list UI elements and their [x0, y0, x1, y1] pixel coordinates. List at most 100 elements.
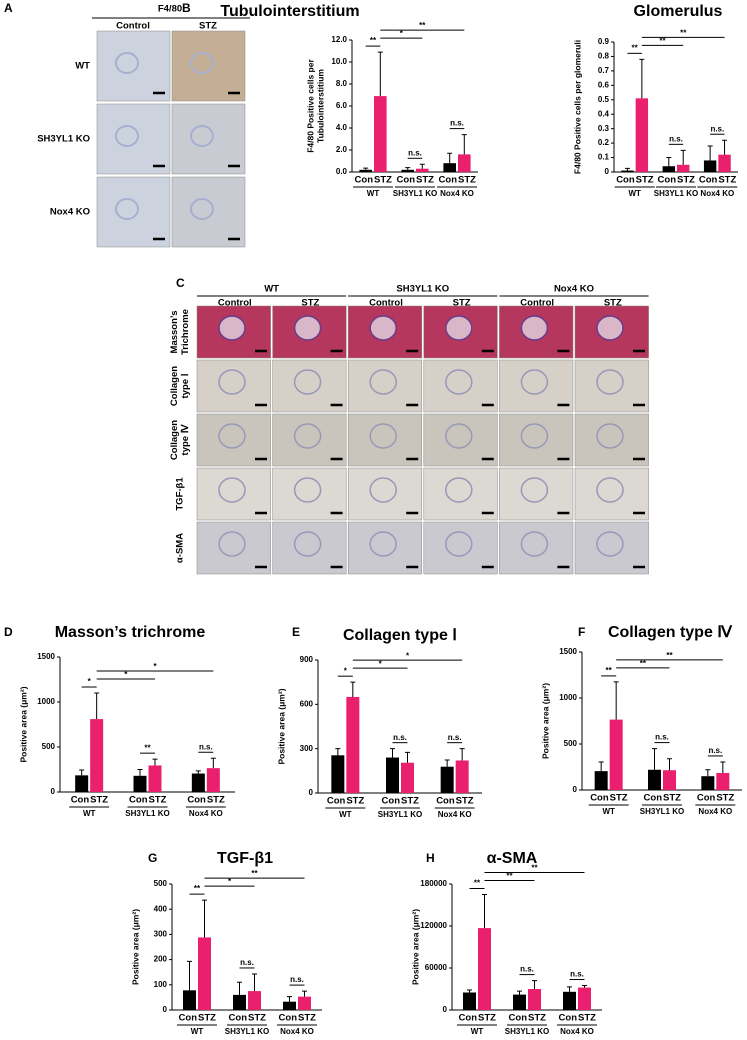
glomerulus: [369, 315, 397, 341]
glomerulus: [218, 531, 246, 557]
micrograph: [423, 359, 498, 413]
y-tick-label: 500: [564, 739, 578, 748]
y-tick-label: 300: [154, 930, 168, 939]
y-tick-label: 1500: [37, 652, 55, 661]
row-label: α-SMA: [175, 533, 186, 563]
bar: [635, 98, 649, 172]
series-label: Con: [658, 175, 677, 186]
row-label: Masson’s: [169, 311, 180, 354]
glomerulus: [520, 369, 549, 395]
significance-label: n.s.: [708, 746, 722, 755]
y-tick-label: 0: [573, 785, 578, 794]
y-tick-label: 0.7: [598, 66, 610, 75]
glomerulus: [293, 477, 322, 503]
bar: [206, 768, 220, 792]
error-bar: [459, 748, 465, 761]
glomerulus: [115, 125, 139, 147]
y-tick-label: 500: [42, 742, 56, 751]
y-tick-label: 2.0: [336, 145, 348, 154]
bar: [662, 166, 675, 172]
significance-label: **: [419, 21, 426, 30]
series-label: Con: [439, 175, 458, 186]
bar: [594, 771, 608, 790]
micrograph: [196, 359, 271, 413]
column-label: Control: [520, 298, 554, 309]
series-label: Con: [590, 793, 609, 804]
error-bar: [624, 167, 630, 171]
bar: [440, 766, 454, 793]
bar: [677, 164, 690, 172]
micrograph: [499, 413, 574, 467]
micrograph: [423, 521, 498, 575]
micrograph: [574, 467, 649, 521]
y-tick-label: 600: [300, 699, 314, 708]
glomerulus: [520, 477, 549, 503]
micrograph: [196, 521, 271, 575]
series-label: Con: [229, 1013, 248, 1024]
x-tick-label: WT: [191, 1027, 204, 1036]
bar: [701, 776, 715, 790]
bar: [133, 775, 147, 792]
significance-label: n.s.: [570, 970, 584, 979]
micrograph: [196, 413, 271, 467]
panel-letter: C: [176, 276, 185, 290]
significance-label: n.s.: [448, 733, 462, 742]
series-label: Con: [509, 1013, 528, 1024]
series-label: STZ: [718, 175, 736, 186]
micrograph: [347, 413, 423, 467]
bar: [718, 154, 731, 172]
x-tick-label: WT: [339, 810, 352, 819]
error-bar: [447, 152, 453, 164]
error-bar: [705, 769, 711, 777]
column-label: STZ: [453, 298, 471, 309]
row-label: WT: [75, 61, 90, 72]
series-label: Con: [436, 796, 455, 807]
y-axis-label: Positive area (μm²): [18, 686, 28, 762]
x-tick-label: SH3YL1 KO: [640, 807, 684, 816]
series-label: STZ: [636, 175, 654, 186]
y-tick-label: 0: [51, 787, 56, 796]
micrograph: [272, 359, 347, 413]
glomerulus: [520, 531, 549, 557]
series-label: STZ: [528, 1013, 546, 1024]
x-tick-label: WT: [602, 807, 615, 816]
y-tick-label: 4.0: [336, 123, 348, 132]
series-label: Con: [459, 1013, 478, 1024]
y-axis-label: F4/80 Positive cells per glomeruli: [572, 40, 582, 174]
chart-title: Masson’s trichrome: [55, 624, 206, 641]
bar: [90, 719, 104, 792]
significance-label: n.s.: [710, 124, 724, 133]
micrograph: [574, 359, 649, 413]
significance-label: **: [531, 864, 538, 873]
significance-label: **: [606, 666, 613, 675]
glomerulus: [596, 315, 624, 341]
error-bar: [94, 692, 100, 720]
glomerulus: [369, 369, 397, 395]
significance-label: *: [406, 651, 410, 660]
error-bar: [567, 986, 572, 992]
bar: [648, 769, 661, 790]
error-bar: [613, 681, 619, 720]
series-label: STZ: [248, 1013, 266, 1024]
bar: [458, 154, 471, 172]
x-tick-label: Nox4 KO: [560, 1027, 594, 1036]
glomerulus: [218, 423, 246, 449]
error-bar: [666, 157, 672, 167]
bar: [233, 994, 246, 1010]
y-tick-label: 0: [163, 1005, 168, 1014]
y-tick-label: 0.2: [598, 138, 610, 147]
group-label: WT: [264, 284, 279, 295]
bar: [248, 991, 261, 1010]
y-axis-label: Positive area (μm²): [130, 909, 140, 985]
series-label: Con: [699, 175, 718, 186]
panel-letter: E: [292, 625, 300, 639]
error-bar: [639, 58, 645, 99]
bar: [183, 990, 196, 1010]
bar: [443, 163, 456, 172]
error-bar: [202, 899, 207, 938]
y-tick-label: 400: [154, 904, 168, 913]
glomerulus: [293, 315, 322, 341]
glomerulus: [190, 52, 214, 74]
significance-label: **: [370, 36, 377, 45]
panel-letter: G: [148, 851, 157, 865]
